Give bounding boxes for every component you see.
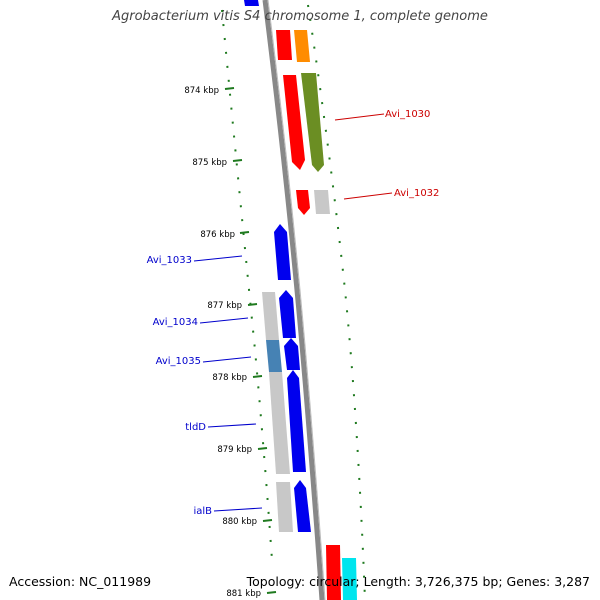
tick-mark — [247, 303, 258, 306]
leader-line — [202, 356, 252, 363]
kbp-ticks — [224, 87, 277, 594]
leader-line — [199, 317, 249, 324]
tick-label: 876 kbp — [200, 230, 235, 240]
gene-label-avi-1030: Avi_1030 — [385, 109, 430, 120]
gene-feature — [342, 558, 357, 600]
tick-label: 878 kbp — [212, 373, 247, 383]
gene-feature — [314, 190, 330, 214]
gene-feature — [274, 224, 291, 280]
leader-line — [334, 113, 385, 121]
tick-label: 875 kbp — [192, 158, 227, 168]
gene-feature — [287, 370, 306, 472]
tick-mark — [262, 519, 273, 522]
gene-feature — [276, 482, 293, 532]
tick-label: 881 kbp — [226, 589, 261, 599]
tick-label: 877 kbp — [207, 301, 242, 311]
gene-feature — [276, 30, 292, 60]
gene-feature — [284, 338, 300, 370]
gene-feature — [326, 545, 341, 600]
leader-line — [343, 192, 393, 200]
gene-feature — [301, 73, 324, 172]
tick-label: 879 kbp — [217, 445, 252, 455]
inner-strand-features — [244, 0, 311, 532]
tick-label: 874 kbp — [184, 86, 219, 96]
backbone-highlight — [267, 0, 326, 600]
tick-mark — [252, 375, 263, 378]
tick-mark — [232, 159, 243, 162]
gene-feature — [296, 190, 310, 215]
backbone-track — [262, 0, 325, 600]
kbp-tick-labels: 874 kbp 875 kbp 876 kbp 877 kbp 878 kbp … — [184, 86, 261, 599]
map-title: Agrobacterium vitis S4 chromosome 1, com… — [112, 9, 488, 24]
tick-mark — [266, 591, 277, 594]
inner-dotted-ring — [221, 9, 273, 561]
gene-feature — [269, 372, 290, 474]
gene-labels: Avi_1030 Avi_1032 Avi_1033 Avi_1034 Avi_… — [147, 109, 440, 517]
gene-label-avi-1035: Avi_1035 — [156, 356, 201, 367]
label-leaders — [193, 113, 393, 512]
outer-strand-features — [276, 30, 357, 600]
leader-line — [207, 423, 257, 428]
gene-label-ialb: ialB — [193, 506, 212, 517]
gene-feature — [279, 290, 296, 338]
tick-mark — [224, 87, 235, 90]
gene-label-avi-1032: Avi_1032 — [394, 188, 439, 199]
gene-feature — [294, 480, 311, 532]
gene-feature — [283, 75, 305, 170]
tick-mark — [257, 447, 268, 450]
gene-label-tldd: tldD — [185, 422, 206, 433]
leader-line — [193, 255, 243, 262]
accession-text: Accession: NC_011989 — [9, 574, 152, 589]
gene-feature — [262, 292, 279, 340]
gene-label-avi-1033: Avi_1033 — [147, 255, 192, 266]
tick-label: 880 kbp — [222, 517, 257, 527]
gene-feature — [294, 30, 310, 62]
gene-feature — [266, 340, 282, 372]
tick-mark — [239, 231, 250, 234]
gene-feature — [244, 0, 259, 6]
genome-summary-text: Topology: circular; Length: 3,726,375 bp… — [246, 574, 590, 589]
leader-line — [213, 507, 263, 512]
gene-label-avi-1034: Avi_1034 — [153, 317, 198, 328]
